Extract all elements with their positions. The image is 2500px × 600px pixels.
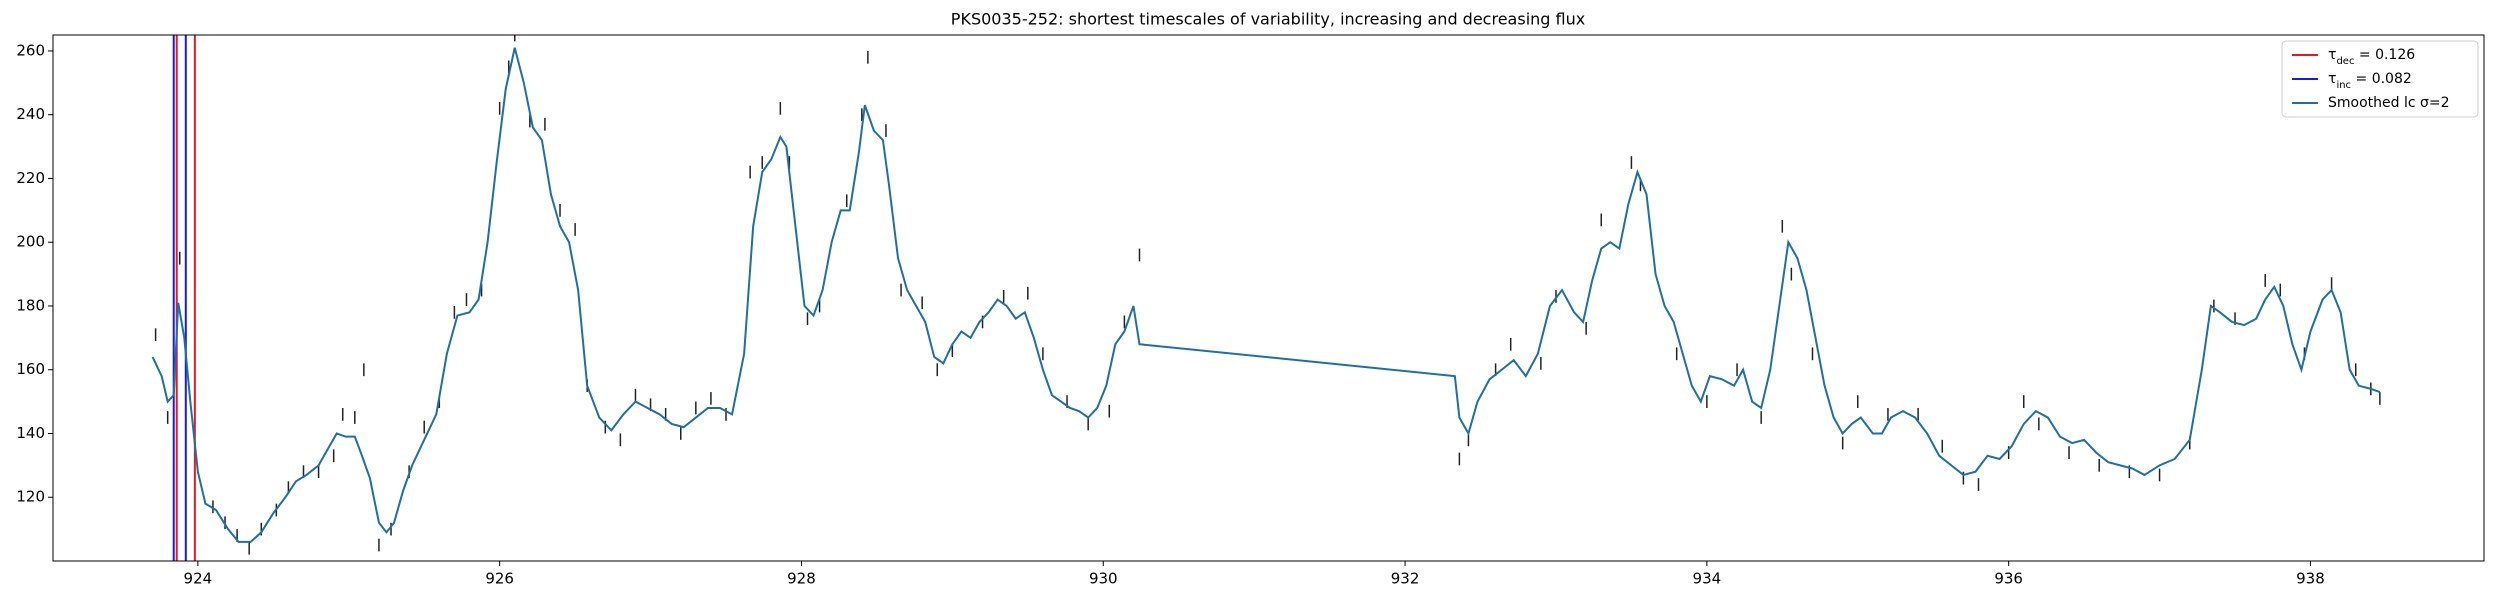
y-tick-label: 180	[16, 296, 45, 314]
y-tick-label: 140	[16, 424, 45, 442]
y-tick-label: 260	[16, 41, 45, 59]
x-tick-label: 924	[184, 570, 213, 588]
y-tick-label: 240	[16, 105, 45, 123]
x-tick-label: 932	[1391, 570, 1420, 588]
x-tick-label: 926	[485, 570, 514, 588]
legend-label: Smoothed lc σ=2	[2328, 95, 2450, 111]
x-tick-label: 928	[787, 570, 816, 588]
legend-label: τinc = 0.082	[2328, 71, 2412, 91]
legend-label: τdec = 0.126	[2328, 47, 2415, 67]
legend-label-part: τ	[2328, 71, 2336, 87]
legend-box	[2281, 40, 2479, 118]
x-tick-label: 934	[1693, 570, 1722, 588]
legend-label-part: dec	[2336, 56, 2354, 67]
legend-label-part: inc	[2336, 80, 2351, 91]
x-tick-label: 938	[2296, 570, 2325, 588]
legend-label-part: = 0.082	[2351, 71, 2412, 87]
y-tick-label: 160	[16, 360, 45, 378]
x-tick-label: 936	[1994, 570, 2023, 588]
y-tick-label: 200	[16, 233, 45, 251]
y-tick-label: 220	[16, 169, 45, 187]
plot-frame	[52, 34, 2485, 562]
x-tick-label: 930	[1089, 570, 1118, 588]
plot-area	[151, 35, 2381, 561]
y-tick-label: 120	[16, 488, 45, 506]
chart-title: PKS0035-252: shortest timescales of vari…	[951, 10, 1585, 29]
smoothed-line	[151, 47, 2381, 543]
legend-label-part: = 0.126	[2354, 47, 2415, 63]
legend-label-part: τ	[2328, 47, 2336, 63]
